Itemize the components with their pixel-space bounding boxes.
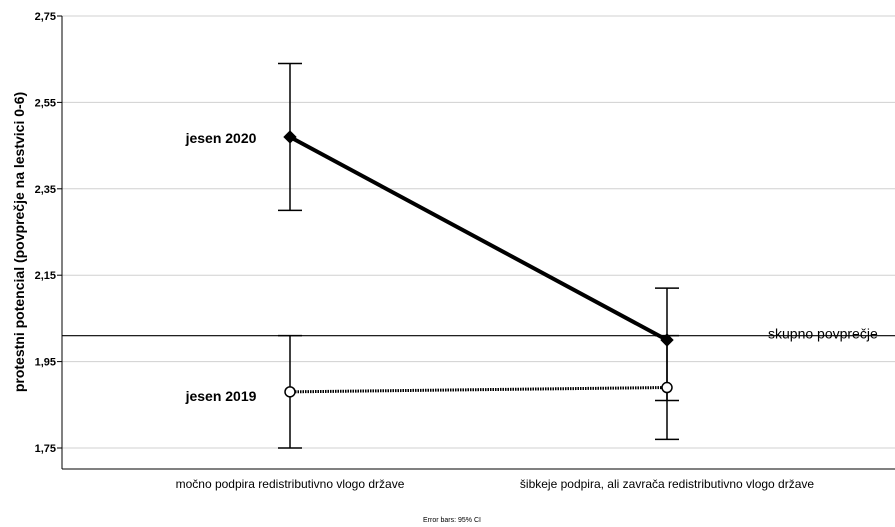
data-point — [283, 130, 297, 144]
reference-line-label: skupno povprečje — [768, 326, 878, 342]
data-point — [661, 381, 673, 394]
series-line — [289, 386, 668, 394]
series-label: jesen 2020 — [185, 130, 257, 146]
x-category-labels: močno podpira redistributivno vlogo drža… — [176, 477, 815, 491]
series-group: jesen 2020 jesen 2019 — [185, 62, 679, 449]
plot-area — [62, 16, 895, 469]
y-tick-label: 2,15 — [35, 270, 56, 282]
x-category-label: močno podpira redistributivno vlogo drža… — [176, 477, 405, 491]
y-tick-label: 1,75 — [35, 443, 56, 455]
y-tick-labels: 1,75 1,95 2,15 2,35 2,55 2,75 — [35, 11, 56, 455]
data-point — [284, 386, 296, 398]
y-tick-label: 1,95 — [35, 357, 56, 369]
gridlines — [57, 15, 895, 449]
x-category-label: šibkeje podpira, ali zavrača redistribut… — [520, 477, 814, 491]
footnote: Error bars: 95% CI — [423, 517, 481, 524]
y-tick-label: 2,35 — [35, 184, 56, 196]
y-axis-label: protestni potencial (povprečje na lestvi… — [11, 92, 27, 392]
series-line — [289, 135, 668, 342]
series-label: jesen 2019 — [185, 388, 257, 404]
y-tick-label: 2,75 — [35, 11, 56, 23]
reference-line-group: skupno povprečje — [62, 326, 895, 342]
series-2: jesen 2019 — [185, 334, 679, 449]
y-tick-label: 2,55 — [35, 97, 56, 109]
